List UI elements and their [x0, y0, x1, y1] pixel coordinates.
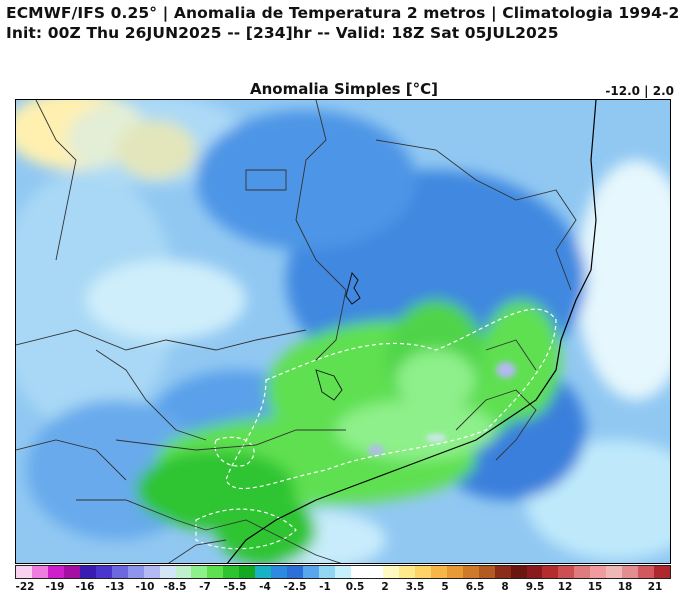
reservoir-outline: [345, 271, 361, 305]
anomaly-field: [16, 100, 670, 563]
color-bar-swatch: [31, 566, 48, 578]
color-bar-label: 6.5: [465, 581, 485, 593]
color-bar-swatch: [239, 566, 256, 578]
color-bar-label: 21: [647, 581, 663, 593]
coastline: [226, 100, 597, 563]
anomaly-peaks: [368, 362, 516, 455]
color-bar-swatch: [398, 566, 415, 578]
color-bar-swatch: [191, 566, 208, 578]
color-bar-label: 15: [587, 581, 603, 593]
color-bar-swatch: [446, 566, 463, 578]
color-bar-swatch: [622, 566, 639, 578]
color-bar-label: 2: [381, 581, 389, 593]
color-bar-swatch: [16, 566, 32, 578]
lake-outline: [315, 369, 343, 401]
color-bar-swatch: [95, 566, 112, 578]
color-bar-labels: -22 -19 -16 -13 -10 -8.5 -7 -5.5 -4 -2.5 -1 0.5 2 3.5…: [15, 581, 671, 597]
color-bar-label: 9.5: [525, 581, 545, 593]
color-bar-label: -8.5: [163, 581, 187, 593]
color-bar-swatch: [319, 566, 336, 578]
map-title: Anomalia Simples [°C]: [250, 80, 438, 98]
color-bar-swatch: [542, 566, 559, 578]
color-bar-swatch: [207, 566, 224, 578]
color-bar-label: 5: [441, 581, 449, 593]
color-bar-swatch: [462, 566, 479, 578]
color-bar-swatch: [638, 566, 655, 578]
color-bar-swatch: [590, 566, 607, 578]
color-bar-swatch: [47, 566, 64, 578]
color-bar-swatch: [63, 566, 80, 578]
color-bar-label: -4: [259, 581, 271, 593]
map-frame: [15, 99, 671, 564]
color-bar-swatch: [143, 566, 160, 578]
color-bar-swatch: [303, 566, 320, 578]
color-bar-swatch: [79, 566, 96, 578]
color-bar: [15, 565, 671, 579]
color-bar-label: 12: [557, 581, 573, 593]
color-bar-swatch: [414, 566, 431, 578]
anomaly-map: [16, 100, 670, 563]
header-title: ECMWF/IFS 0.25° | Anomalia de Temperatur…: [6, 4, 680, 22]
color-bar-swatch: [111, 566, 128, 578]
color-bar-swatch: [255, 566, 272, 578]
color-bar-swatch: [574, 566, 591, 578]
color-bar-label: -7: [199, 581, 211, 593]
color-bar-swatch: [335, 566, 352, 578]
color-bar-label: -13: [105, 581, 125, 593]
color-bar-swatch: [223, 566, 240, 578]
color-bar-label: 18: [617, 581, 633, 593]
color-bar-swatch: [175, 566, 192, 578]
min-max-readout: -12.0 | 2.0: [605, 84, 674, 98]
color-bar-label: -10: [135, 581, 155, 593]
color-bar-swatch: [430, 566, 447, 578]
color-bar-label: -19: [45, 581, 65, 593]
color-bar-label: -16: [75, 581, 95, 593]
color-bar-swatch: [159, 566, 176, 578]
color-bar-swatch: [287, 566, 304, 578]
color-bar-swatch: [271, 566, 288, 578]
header-init-valid: Init: 00Z Thu 26JUN2025 -- [234]hr -- Va…: [6, 24, 559, 42]
color-bar-swatch: [366, 566, 383, 578]
color-bar-label: -22: [15, 581, 35, 593]
color-bar-swatch: [382, 566, 399, 578]
contour-lines: [195, 308, 557, 550]
color-bar-swatch: [654, 566, 671, 578]
color-bar-swatch: [558, 566, 575, 578]
color-bar-label: 0.5: [345, 581, 365, 593]
color-bar-swatch: [510, 566, 527, 578]
color-bar-label: -5.5: [223, 581, 247, 593]
color-bar-label: 3.5: [405, 581, 425, 593]
color-bar-swatch: [526, 566, 543, 578]
color-bar-swatch: [494, 566, 511, 578]
color-bar-label: 8: [501, 581, 509, 593]
color-bar-label: -1: [319, 581, 331, 593]
color-bar-label: -2.5: [283, 581, 307, 593]
color-bar-swatch: [127, 566, 144, 578]
color-bar-swatch: [351, 566, 367, 578]
color-bar-swatch: [606, 566, 623, 578]
color-bar-swatch: [478, 566, 495, 578]
state-borders: [16, 100, 577, 563]
